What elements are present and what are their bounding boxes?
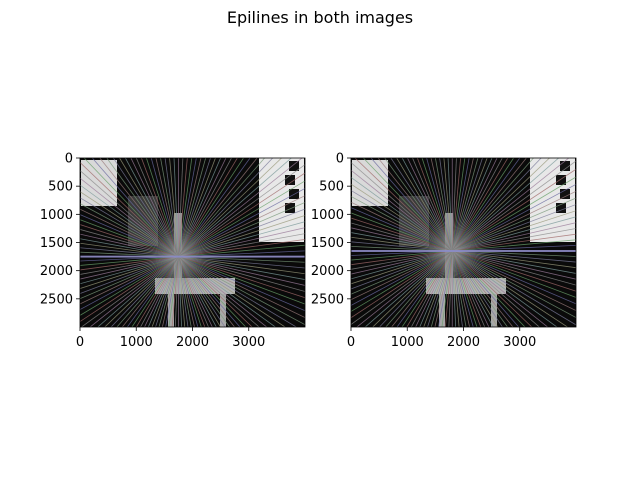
x-tick-label: 1000 [391, 335, 424, 350]
y-tick-label: 2500 [311, 292, 344, 307]
x-tick-label: 2000 [176, 335, 209, 350]
left-image-photo [80, 158, 305, 327]
y-tick-label: 1500 [40, 236, 73, 251]
y-tick-label: 2000 [40, 264, 73, 279]
y-tick-label: 0 [336, 152, 344, 167]
y-tick-label: 2000 [311, 264, 344, 279]
y-tick-label: 500 [319, 180, 344, 195]
right-image-panel: 0 1000 2000 3000 0 500 1000 1500 2000 2500 [311, 152, 577, 350]
y-tick-label: 500 [48, 180, 73, 195]
y-tick-label: 1000 [40, 208, 73, 223]
x-tick-label: 0 [347, 335, 355, 350]
x-tick-label: 3000 [232, 335, 265, 350]
x-tick-label: 1000 [120, 335, 153, 350]
y-tick-label: 1500 [311, 236, 344, 251]
right-image-photo [351, 158, 576, 327]
y-tick-label: 0 [65, 152, 73, 167]
left-image-panel: 0 1000 2000 3000 0 500 1000 1500 2000 2500 [40, 152, 306, 350]
x-tick-label: 2000 [447, 335, 480, 350]
x-tick-label: 3000 [503, 335, 536, 350]
y-tick-label: 2500 [40, 292, 73, 307]
x-tick-label: 0 [76, 335, 84, 350]
y-tick-label: 1000 [311, 208, 344, 223]
figure-title: Epilines in both images [226, 8, 414, 27]
